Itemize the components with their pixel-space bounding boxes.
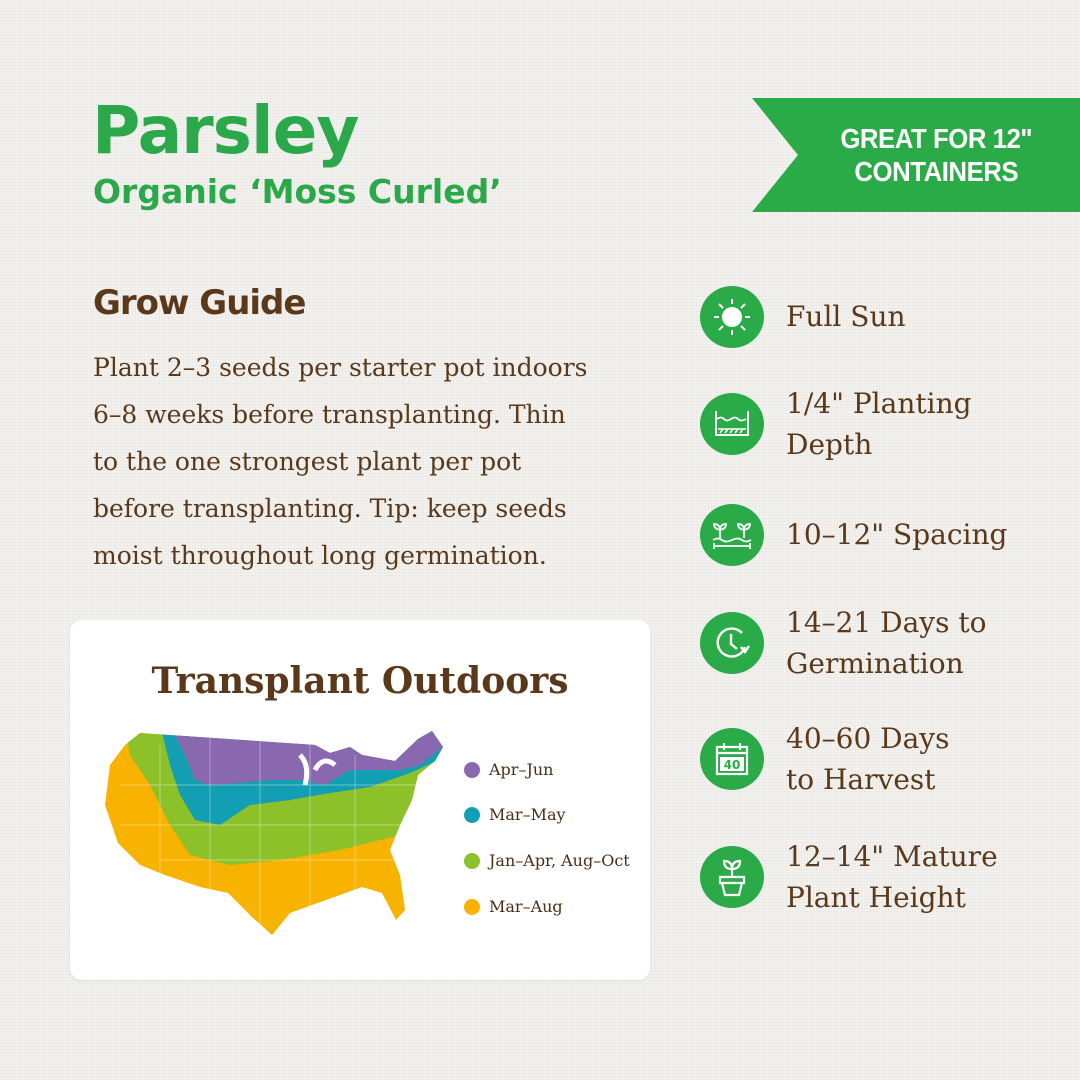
container-banner: GREAT FOR 12" CONTAINERS	[752, 98, 1080, 212]
guide-line: before transplanting. Tip: keep seeds	[93, 494, 567, 523]
legend-item: Mar–Aug	[464, 897, 563, 916]
feature-line: 1/4" Planting	[786, 387, 972, 420]
guide-line: to the one strongest plant per pot	[93, 447, 522, 476]
product-title: Parsley	[92, 92, 359, 169]
calendar-icon: 40	[700, 728, 764, 790]
feature-line: 40–60 Days	[786, 722, 950, 755]
feature-text: 10–12" Spacing	[786, 518, 1008, 551]
legend-item: Jan–Apr, Aug–Oct	[464, 851, 630, 870]
feature-sun: Full Sun	[700, 286, 906, 348]
transplant-map-card: Transplant Outdoors Apr–Jun Mar–May Jan–…	[70, 620, 650, 980]
product-variety: Organic ‘Moss Curled’	[93, 172, 502, 211]
feature-spacing: 10–12" Spacing	[700, 504, 1007, 566]
guide-line: moist throughout long germination.	[93, 541, 547, 570]
sun-icon	[700, 286, 764, 348]
legend-dot	[464, 852, 480, 869]
legend-label: Mar–May	[489, 805, 566, 824]
feature-text: 12–14" Mature Plant Height	[786, 836, 998, 918]
feature-germination: 14–21 Days to Germination	[700, 606, 987, 680]
guide-line: 6–8 weeks before transplanting. Thin	[93, 400, 566, 429]
feature-line: 12–14" Mature	[786, 840, 998, 873]
plant-pot-icon	[700, 846, 764, 908]
feature-text: Full Sun	[786, 300, 906, 333]
us-zone-map	[105, 731, 443, 935]
legend-dot	[464, 898, 480, 915]
legend-dot	[464, 761, 480, 778]
spacing-icon	[700, 504, 764, 566]
feature-text: 14–21 Days to Germination	[786, 602, 987, 684]
legend-label: Apr–Jun	[489, 760, 554, 779]
calendar-number: 40	[724, 758, 741, 772]
feature-line: Germination	[786, 647, 964, 680]
feature-line: Depth	[786, 428, 873, 461]
legend-item: Apr–Jun	[464, 760, 553, 779]
feature-harvest: 40 40–60 Days to Harvest	[700, 722, 950, 796]
banner-line-2: CONTAINERS	[854, 156, 1018, 187]
feature-line: Plant Height	[786, 881, 966, 914]
feature-text: 40–60 Days to Harvest	[786, 718, 950, 800]
legend-dot	[464, 806, 480, 823]
feature-text: 1/4" Planting Depth	[786, 383, 972, 465]
planting-depth-icon	[700, 393, 764, 455]
feature-line: 14–21 Days to	[786, 606, 987, 639]
feature-line: to Harvest	[786, 763, 936, 796]
guide-line: Plant 2–3 seeds per starter pot indoors	[93, 353, 588, 382]
grow-guide-text: Plant 2–3 seeds per starter pot indoors …	[93, 344, 587, 579]
clock-icon	[700, 612, 764, 674]
map-title: Transplant Outdoors	[151, 660, 569, 702]
feature-height: 12–14" Mature Plant Height	[700, 840, 998, 914]
legend-item: Mar–May	[464, 805, 566, 824]
banner-line-1: GREAT FOR 12"	[840, 123, 1032, 154]
legend-label: Mar–Aug	[489, 897, 563, 916]
legend-label: Jan–Apr, Aug–Oct	[489, 851, 630, 870]
grow-guide-heading: Grow Guide	[93, 283, 306, 323]
feature-depth: 1/4" Planting Depth	[700, 387, 972, 461]
